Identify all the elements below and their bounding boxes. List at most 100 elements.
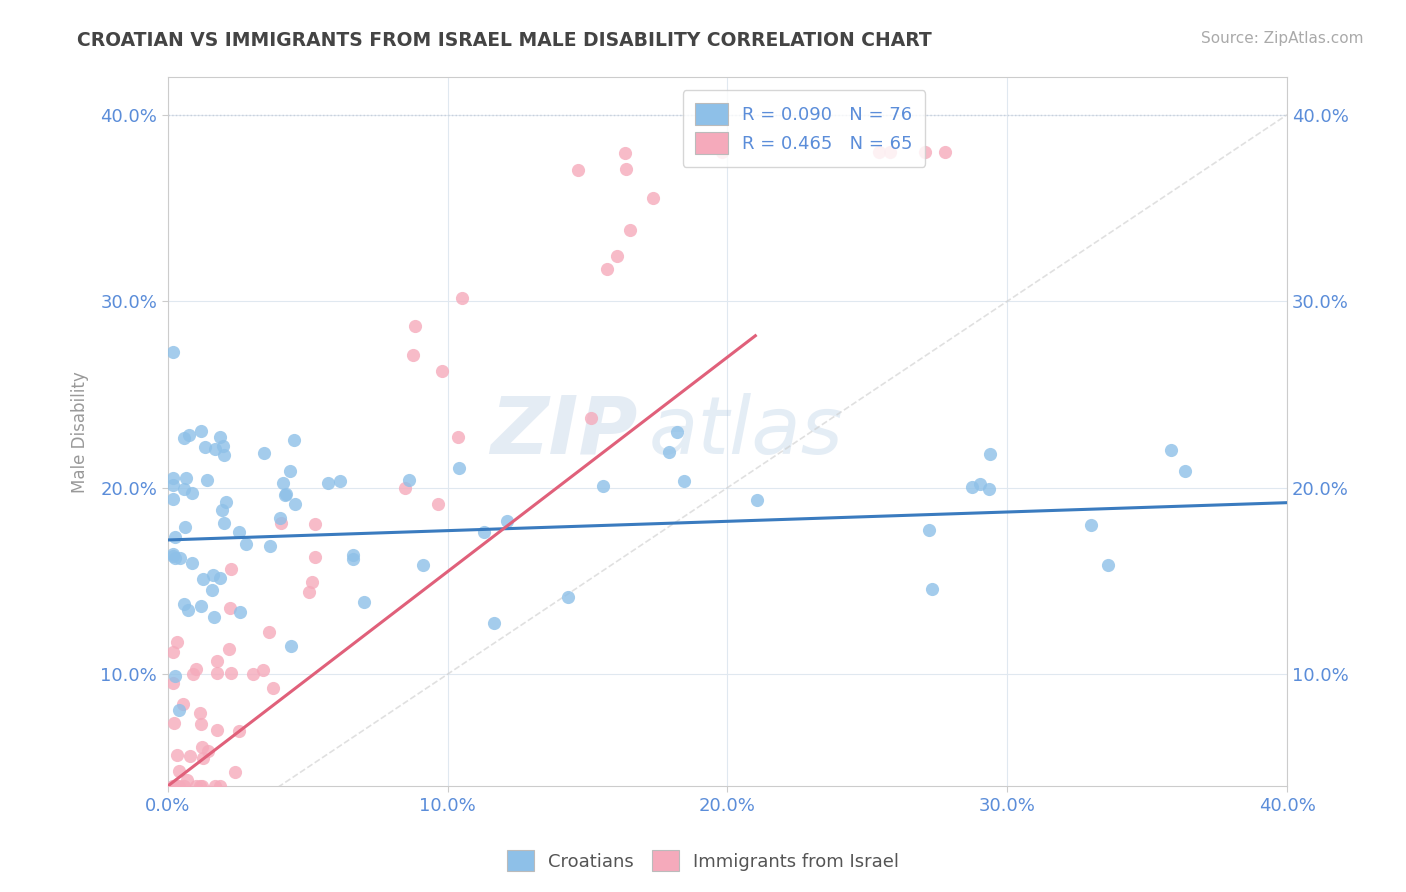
Point [979, 447, 1001, 461]
Point [496, 514, 519, 528]
Point [188, 706, 211, 720]
Point [917, 524, 939, 538]
Point [177, 428, 200, 442]
Point [204, 609, 226, 624]
Point [205, 666, 228, 681]
Point [190, 599, 212, 614]
Point [298, 585, 321, 599]
Point [262, 681, 284, 695]
Point [173, 598, 195, 612]
Point [398, 473, 420, 487]
Point [201, 568, 224, 582]
Text: Source: ZipAtlas.com: Source: ZipAtlas.com [1201, 31, 1364, 46]
Point [914, 145, 936, 159]
Point [960, 480, 983, 494]
Point [271, 476, 294, 491]
Point [191, 751, 214, 765]
Point [205, 723, 228, 737]
Point [162, 549, 184, 563]
Point [304, 550, 326, 565]
Point [169, 551, 191, 566]
Point [173, 432, 195, 446]
Point [200, 582, 222, 597]
Point [208, 571, 231, 585]
Point [162, 645, 184, 659]
Point [977, 482, 1000, 496]
Point [166, 779, 188, 793]
Point [191, 572, 214, 586]
Point [163, 668, 186, 682]
Point [162, 676, 184, 690]
Point [228, 524, 250, 539]
Point [204, 442, 226, 457]
Point [1097, 558, 1119, 573]
Point [163, 715, 186, 730]
Point [166, 634, 188, 648]
Text: atlas: atlas [650, 392, 844, 471]
Point [174, 520, 197, 534]
Point [643, 191, 665, 205]
Point [427, 497, 450, 511]
Point [162, 471, 184, 485]
Point [167, 703, 190, 717]
Point [401, 348, 423, 362]
Point [430, 364, 453, 378]
Point [329, 474, 352, 488]
Point [194, 441, 217, 455]
Point [179, 749, 201, 764]
Point [188, 779, 211, 793]
Point [595, 261, 617, 276]
Point [190, 716, 212, 731]
Point [404, 319, 426, 334]
Point [672, 474, 695, 488]
Point [211, 503, 233, 517]
Point [474, 524, 496, 539]
Point [259, 539, 281, 553]
Point [162, 344, 184, 359]
Point [219, 562, 242, 576]
Point [181, 557, 204, 571]
Point [181, 667, 204, 681]
Point [173, 779, 195, 793]
Point [921, 582, 943, 596]
Point [449, 460, 471, 475]
Point [162, 779, 184, 793]
Point [304, 517, 326, 532]
Point [177, 603, 200, 617]
Point [394, 481, 416, 495]
Point [278, 464, 301, 478]
Point [173, 482, 195, 496]
Point [1160, 443, 1182, 458]
Text: CROATIAN VS IMMIGRANTS FROM ISRAEL MALE DISABILITY CORRELATION CHART: CROATIAN VS IMMIGRANTS FROM ISRAEL MALE … [77, 31, 932, 50]
Point [163, 550, 186, 565]
Point [484, 615, 506, 630]
Point [163, 530, 186, 544]
Point [711, 145, 734, 159]
Point [316, 475, 339, 490]
Point [229, 605, 252, 619]
Point [606, 249, 628, 263]
Point [666, 425, 689, 439]
Point [747, 493, 769, 508]
Point [212, 448, 235, 462]
Point [224, 764, 246, 779]
Point [342, 549, 364, 563]
Point [228, 724, 250, 739]
Point [614, 145, 637, 160]
Point [447, 429, 470, 443]
Point [276, 487, 298, 501]
Point [619, 223, 641, 237]
Point [218, 641, 240, 656]
Point [162, 491, 184, 506]
Point [614, 161, 637, 176]
Point [342, 551, 364, 566]
Point [658, 445, 681, 459]
Point [257, 625, 280, 640]
Point [412, 558, 434, 572]
Point [176, 772, 198, 787]
Point [215, 494, 238, 508]
Y-axis label: Male Disability: Male Disability [72, 371, 89, 492]
Point [284, 497, 307, 511]
Point [567, 162, 589, 177]
Point [162, 547, 184, 561]
